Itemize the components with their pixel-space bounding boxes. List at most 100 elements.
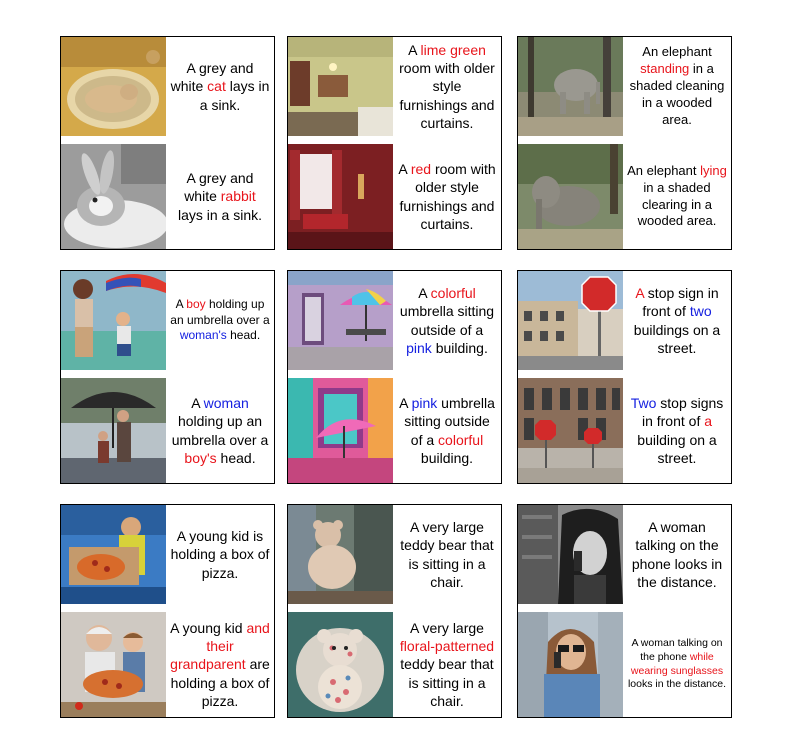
caption-pink-umbrella: A pink umbrella sitting outside of a col… — [393, 378, 501, 483]
caption-segment: A very large — [410, 620, 484, 637]
caption-segment: rabbit — [220, 188, 256, 205]
pair-bottom: A woman holding up an umbrella over a bo… — [61, 378, 274, 483]
pair-top: A grey and white cat lays in a sink. — [61, 37, 274, 136]
caption-segment: An elephant — [642, 44, 712, 60]
caption-segment: building on a street. — [637, 431, 717, 466]
panel-room: A lime green room with older style furni… — [287, 36, 502, 250]
caption-segment: teddy bear that is sitting in a chair. — [400, 656, 494, 709]
boy-umbrella-woman-photo — [61, 271, 166, 370]
kid-and-grandparent-pizza-photo — [61, 612, 166, 717]
pair-bottom: A red room with older style furnishings … — [288, 144, 501, 249]
caption-segment: A — [408, 42, 421, 59]
woman-phone-sunglasses-photo — [518, 612, 623, 717]
colorful-umbrella-pink-building-photo — [288, 271, 393, 370]
caption-segment: umbrella sitting outside of a — [404, 395, 495, 448]
pair-bottom: An elephant lying in a shaded clearing i… — [518, 144, 731, 249]
rabbit-in-sink-photo — [61, 144, 166, 249]
caption-segment: room with older style furnishings and cu… — [399, 60, 495, 131]
caption-segment: lime green — [420, 42, 486, 59]
pair-bottom: A grey and white rabbit lays in a sink. — [61, 144, 274, 249]
caption-segment: holding up an umbrella over a — [171, 413, 269, 448]
caption-segment: A woman talking on the phone looks in th… — [631, 519, 723, 590]
pair-bottom: A pink umbrella sitting outside of a col… — [288, 378, 501, 483]
one-stop-sign-two-buildings-photo — [518, 271, 623, 370]
pair-bottom: A very large floral-patterned teddy bear… — [288, 612, 501, 717]
caption-segment: two — [689, 303, 712, 320]
caption-segment: A — [635, 285, 644, 302]
caption-segment: A grey and white — [170, 60, 254, 95]
caption-segment: A — [418, 285, 431, 302]
caption-segment: colorful — [438, 431, 484, 448]
caption-segment: room with older style furnishings and cu… — [399, 161, 496, 232]
caption-woman-umbrella: A woman holding up an umbrella over a bo… — [166, 378, 274, 483]
caption-segment: cat — [207, 78, 226, 95]
caption-segment: and their grandparent — [170, 620, 270, 673]
caption-segment: A grey and white — [184, 170, 254, 205]
caption-segment: buildings on a street. — [633, 321, 721, 356]
caption-segment: building. — [420, 449, 474, 466]
caption-standing-elephant: An elephant standing in a shaded cleanin… — [623, 37, 731, 136]
caption-segment: A young kid is holding a box of pizza. — [170, 528, 270, 581]
panel-pizza: A young kid is holding a box of pizza. A… — [60, 504, 275, 718]
panel-stop-sign: A stop sign in front of two buildings on… — [517, 270, 732, 484]
cat-in-sink-photo — [61, 37, 166, 136]
panel-elephant: An elephant standing in a shaded cleanin… — [517, 36, 732, 250]
caption-two-stop-signs: Two stop signs in front of a building on… — [623, 378, 731, 483]
caption-segment: boy — [186, 297, 206, 312]
caption-segment: lays in a sink. — [199, 78, 270, 113]
caption-teddy-bear: A very large teddy bear that is sitting … — [393, 505, 501, 604]
pair-top: A very large teddy bear that is sitting … — [288, 505, 501, 604]
caption-segment: building. — [431, 339, 488, 356]
woman-umbrella-boy-photo — [61, 378, 166, 483]
caption-boy-umbrella: A boy holding up an umbrella over a woma… — [166, 271, 274, 370]
caption-segment: are holding a box of pizza. — [170, 656, 270, 709]
caption-segment: woman — [203, 395, 249, 412]
teddy-bear-in-chair-photo — [288, 505, 393, 604]
caption-segment: woman's — [179, 328, 227, 343]
woman-on-phone-bw-photo — [518, 505, 623, 604]
pair-bottom: A woman talking on the phone while weari… — [518, 612, 731, 717]
caption-cat: A grey and white cat lays in a sink. — [166, 37, 274, 136]
caption-colorful-umbrella: A colorful umbrella sitting outside of a… — [393, 271, 501, 370]
caption-segment: colorful — [430, 285, 476, 302]
red-room-photo — [288, 144, 393, 249]
caption-segment: in a shaded cleaning in a wooded area. — [629, 61, 725, 127]
caption-segment: A very large teddy bear that is sitting … — [400, 519, 494, 590]
caption-segment: stop sign in front of — [642, 285, 719, 320]
caption-segment: lays in a sink. — [177, 206, 263, 223]
caption-segment: standing — [640, 61, 690, 77]
caption-segment: head. — [226, 328, 261, 343]
pair-top: A colorful umbrella sitting outside of a… — [288, 271, 501, 370]
caption-woman-sunglasses: A woman talking on the phone while weari… — [623, 612, 731, 717]
lime-green-room-photo — [288, 37, 393, 136]
caption-floral-teddy: A very large floral-patterned teddy bear… — [393, 612, 501, 717]
caption-segment: A woman talking on the phone — [631, 637, 723, 663]
caption-segment: An elephant — [627, 162, 701, 178]
caption-segment: Two — [630, 395, 657, 412]
caption-red-room: A red room with older style furnishings … — [393, 144, 501, 249]
caption-segment: umbrella sitting outside of a — [399, 303, 495, 338]
pair-bottom: Two stop signs in front of a building on… — [518, 378, 731, 483]
lying-elephant-photo — [518, 144, 623, 249]
caption-segment: pink — [411, 395, 438, 412]
caption-segment: stop signs in front of — [641, 395, 724, 430]
pair-top: An elephant standing in a shaded cleanin… — [518, 37, 731, 136]
caption-segment: A — [399, 395, 412, 412]
caption-segment: A — [398, 161, 411, 178]
caption-kid-grandparent: A young kid and their grandparent are ho… — [166, 612, 274, 717]
caption-rabbit: A grey and white rabbit lays in a sink. — [166, 144, 274, 249]
kid-with-pizza-box-photo — [61, 505, 166, 604]
two-stop-signs-one-building-photo — [518, 378, 623, 483]
floral-teddy-bear-photo — [288, 612, 393, 717]
caption-segment: head. — [216, 449, 256, 466]
panel-woman-phone: A woman talking on the phone looks in th… — [517, 504, 732, 718]
caption-segment: while wearing sunglasses — [630, 650, 724, 677]
caption-segment: A young kid — [170, 620, 247, 637]
caption-one-stop-sign: A stop sign in front of two buildings on… — [623, 271, 731, 370]
panel-umbrella-building: A colorful umbrella sitting outside of a… — [287, 270, 502, 484]
caption-segment: holding up an umbrella over a — [170, 297, 270, 327]
standing-elephant-photo — [518, 37, 623, 136]
caption-lime-room: A lime green room with older style furni… — [393, 37, 501, 136]
caption-segment: in a shaded clearing in a wooded area. — [637, 179, 717, 229]
pair-top: A woman talking on the phone looks in th… — [518, 505, 731, 604]
